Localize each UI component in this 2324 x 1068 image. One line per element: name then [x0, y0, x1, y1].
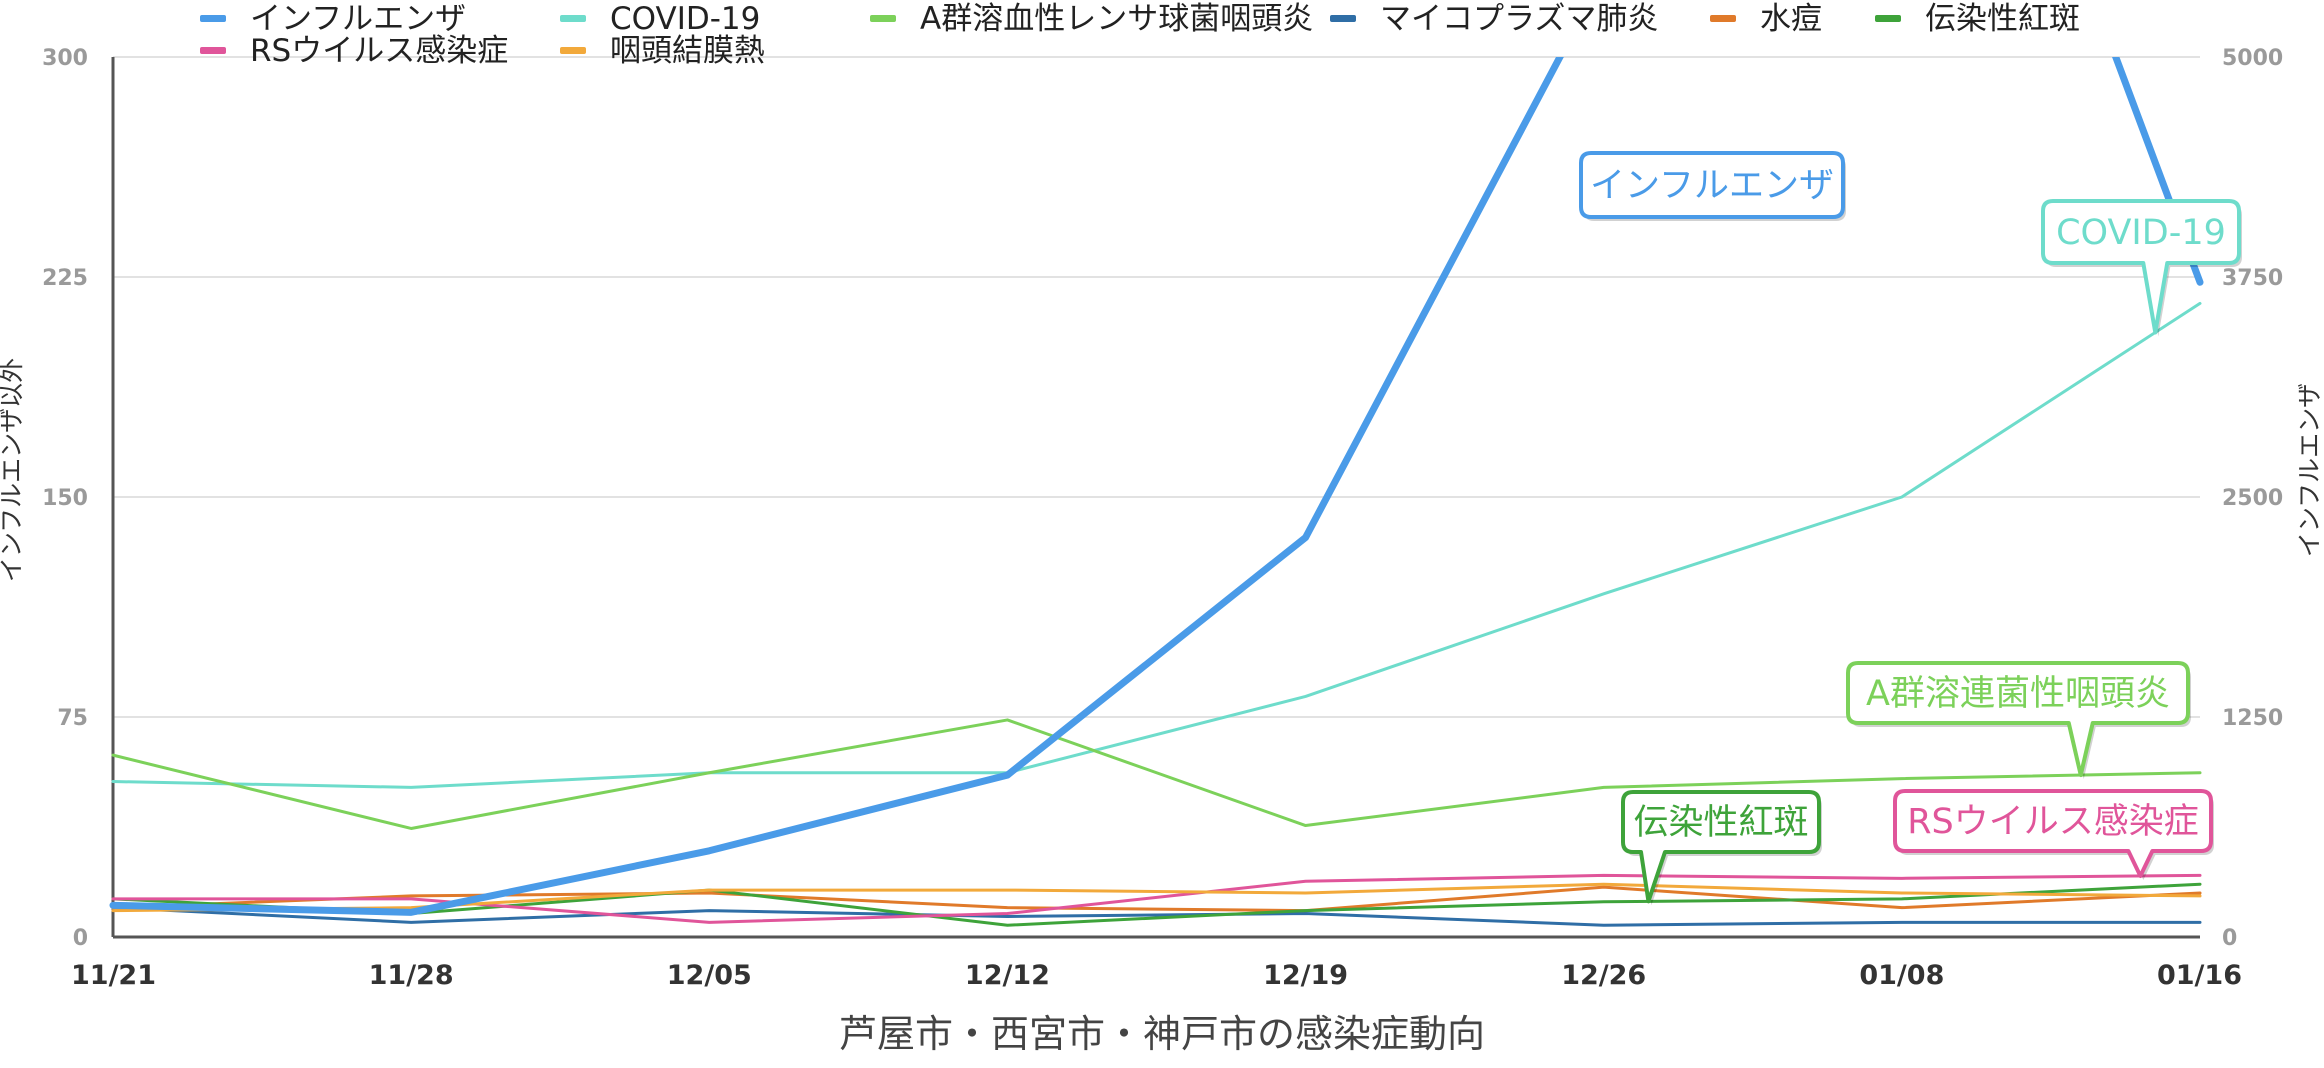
legend-swatch [200, 47, 226, 54]
legend-item-1: COVID-19 [560, 1, 760, 37]
y-left-tick-label: 150 [42, 486, 88, 511]
legend-label: 水痘 [1760, 1, 1822, 37]
y-right-tick-label: 5000 [2222, 46, 2283, 71]
axes: 0 75 150 225 300 0 1250 2500 3750 5000 11/21 11/28 1… [42, 46, 2283, 991]
y-left-tick-label: 75 [57, 706, 88, 731]
callout-4: RSウイルス感染症 [1893, 789, 2214, 880]
x-tick-label: 12/19 [1263, 960, 1348, 991]
x-tick-label: 12/12 [965, 960, 1050, 991]
legend-label: COVID-19 [610, 1, 760, 37]
x-tick-label: 12/26 [1561, 960, 1646, 991]
legend-swatch [870, 15, 896, 22]
legend-label: RSウイルス感染症 [250, 33, 508, 69]
callout-box [2041, 199, 2241, 335]
series-line-5 [111, 882, 2202, 927]
gridlines [113, 56, 2200, 938]
x-tick-label: 11/21 [71, 960, 156, 991]
x-axis-title: 芦屋市・西宮市・神戸市の感染症動向 [839, 1012, 1485, 1056]
legend-label: マイコプラズマ肺炎 [1380, 1, 1658, 37]
callout-box [1846, 661, 2190, 778]
legend-swatch [200, 15, 226, 22]
callout-2: A群溶連菌性咽頭炎 [1846, 661, 2191, 780]
series-line-4 [111, 885, 2202, 913]
series-line-1 [111, 301, 2202, 789]
y-right-tick-label: 0 [2222, 926, 2237, 951]
legend: インフルエンザ COVID-19 A群溶血性レンサ球菌咽頭炎 マイコプラズマ肺炎 水痘 伝… [200, 1, 2080, 69]
legend-item-0: インフルエンザ [200, 1, 466, 37]
legend-label: A群溶血性レンサ球菌咽頭炎 [920, 1, 1313, 37]
series-line-2 [111, 718, 2202, 830]
y-right-tick-label: 3750 [2222, 266, 2283, 291]
y-right-tick-label: 2500 [2222, 486, 2283, 511]
legend-label: 咽頭結膜熱 [610, 33, 765, 69]
y-left-tick-label: 300 [42, 46, 88, 71]
callout-0: インフルエンザ [1579, 151, 1846, 221]
callout-1: COVID-19 [2041, 199, 2242, 337]
legend-swatch [1875, 15, 1901, 22]
legend-label: 伝染性紅斑 [1925, 1, 2080, 37]
x-tick-label: 12/05 [667, 960, 752, 991]
legend-item-2: A群溶血性レンサ球菌咽頭炎 [870, 1, 1313, 37]
legend-item-3: マイコプラズマ肺炎 [1330, 1, 1658, 37]
x-tick-label: 01/08 [1859, 960, 1944, 991]
x-tick-label: 01/16 [2157, 960, 2242, 991]
callout-3: 伝染性紅斑 [1621, 790, 1822, 906]
callout-box [1579, 151, 1845, 219]
legend-label: インフルエンザ [250, 1, 466, 37]
callout-label: RSウイルス感染症 [1907, 802, 2199, 842]
y-axis-left-title: インフルエンザ以外 [0, 358, 26, 582]
x-tick-label: 11/28 [369, 960, 454, 991]
series-line-0 [109, 57, 2204, 916]
callout-box [1893, 789, 2213, 878]
legend-item-7: 咽頭結膜熱 [560, 33, 765, 69]
legend-swatch [560, 15, 586, 22]
legend-swatch [1330, 15, 1356, 22]
series-lines [109, 57, 2204, 927]
y-left-tick-label: 0 [73, 926, 88, 951]
y-right-tick-label: 1250 [2222, 706, 2283, 731]
legend-item-6: RSウイルス感染症 [200, 33, 508, 69]
series-line-3 [111, 906, 2202, 927]
legend-swatch [1710, 15, 1736, 22]
legend-swatch [560, 47, 586, 54]
callout-label: COVID-19 [2056, 213, 2226, 253]
callout-box [1621, 790, 1821, 904]
callout-label: A群溶連菌性咽頭炎 [1866, 674, 2170, 714]
callout-label: 伝染性紅斑 [1633, 803, 1808, 843]
y-axis-right-title: インフルエンザ [2295, 383, 2324, 557]
legend-item-4: 水痘 [1710, 1, 1822, 37]
callout-label: インフルエンザ [1590, 166, 1834, 206]
y-left-tick-label: 225 [42, 266, 88, 291]
legend-item-5: 伝染性紅斑 [1875, 1, 2080, 37]
